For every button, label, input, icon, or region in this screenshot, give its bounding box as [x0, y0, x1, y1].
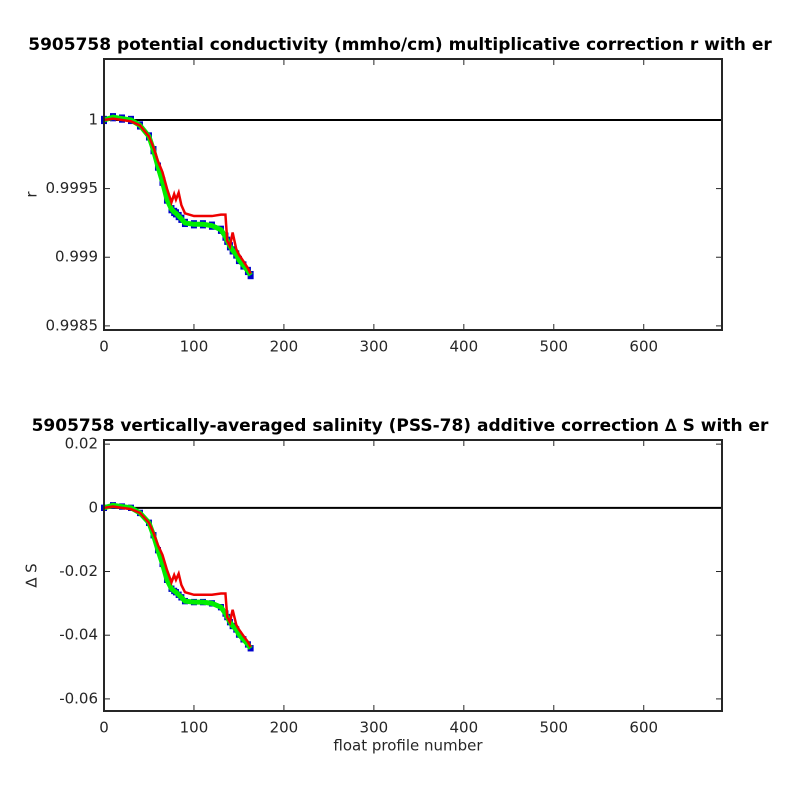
- axes-box: [103, 439, 723, 712]
- x-tick-label: 200: [270, 719, 299, 737]
- x-tick-label: 300: [360, 719, 389, 737]
- x-tick-label: 100: [180, 338, 209, 356]
- y-axis-label: r: [23, 191, 41, 198]
- x-tick-label: 600: [629, 338, 658, 356]
- y-tick-label: 0.9985: [46, 316, 99, 334]
- x-axis-label: float profile number: [333, 737, 483, 755]
- axes-box: [103, 58, 723, 331]
- x-tick-label: 0: [99, 338, 109, 356]
- y-tick-label: 1: [88, 110, 98, 128]
- data-line: [103, 117, 252, 275]
- x-tick-label: 100: [180, 719, 209, 737]
- x-tick-label: 400: [450, 719, 479, 737]
- chart-title: 5905758 vertically-averaged salinity (PS…: [32, 416, 769, 436]
- y-axis-label: ∆ S: [23, 563, 41, 588]
- y-tick-label: 0.999: [55, 248, 98, 266]
- x-tick-label: 200: [270, 338, 299, 356]
- y-tick-label: 0.9995: [46, 179, 99, 197]
- x-tick-label: 400: [450, 338, 479, 356]
- chart-title: 5905758 potential conductivity (mmho/cm)…: [28, 35, 772, 55]
- x-tick-label: 300: [360, 338, 389, 356]
- x-tick-label: 500: [539, 338, 568, 356]
- y-tick-label: -0.04: [59, 626, 98, 644]
- y-tick-label: -0.06: [59, 689, 98, 707]
- x-tick-label: 0: [99, 719, 109, 737]
- y-tick-label: -0.02: [59, 562, 98, 580]
- y-tick-label: 0.02: [65, 435, 98, 453]
- y-tick-label: 0: [88, 498, 98, 516]
- x-tick-label: 600: [629, 719, 658, 737]
- data-line: [103, 505, 252, 648]
- x-tick-label: 500: [539, 719, 568, 737]
